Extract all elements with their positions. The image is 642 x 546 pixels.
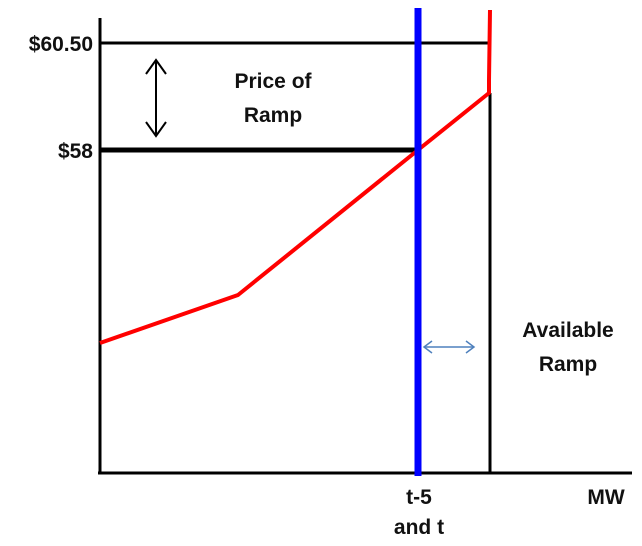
x-marker-label-line2: and t (394, 516, 444, 539)
price-of-ramp-line1: Price of (234, 70, 312, 93)
x-marker-label-line1: t-5 (406, 486, 432, 509)
price-of-ramp-line2: Ramp (244, 104, 302, 127)
x-axis-label: MW (587, 486, 624, 509)
price-range-arrow (145, 58, 167, 138)
supply-curve (99, 9, 492, 345)
y-label-high: $60.50 (29, 33, 93, 56)
available-ramp-line2: Ramp (539, 353, 597, 376)
ramp-range-arrow (422, 340, 476, 354)
y-label-low: $58 (58, 140, 93, 163)
available-ramp-line1: Available (522, 319, 613, 342)
